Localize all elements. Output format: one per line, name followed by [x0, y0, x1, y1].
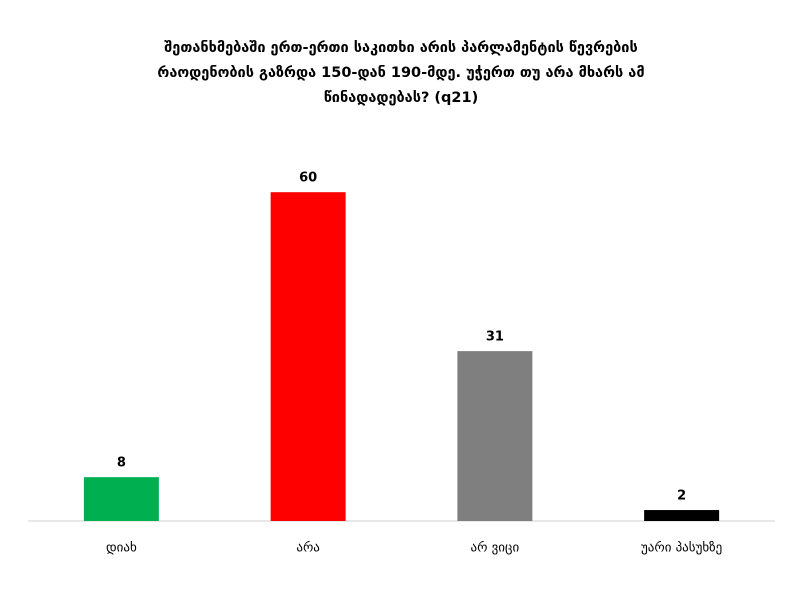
value-label: 31 [486, 330, 504, 345]
bar [270, 192, 346, 521]
x-tick-label: დიახ [106, 541, 137, 556]
bar [644, 510, 720, 521]
bar [83, 477, 159, 521]
x-tick-label: უარი პასუხზე [641, 541, 722, 556]
value-label: 8 [117, 456, 126, 471]
x-tick-label: არ ვიცი [471, 541, 520, 556]
x-tick-label: არა [296, 541, 320, 556]
value-label: 2 [677, 489, 686, 504]
value-label: 60 [299, 171, 317, 186]
chart-title: შეთანხმებაში ერთ-ერთი საკითხი არის პარლა… [157, 40, 645, 106]
bar [457, 351, 533, 521]
